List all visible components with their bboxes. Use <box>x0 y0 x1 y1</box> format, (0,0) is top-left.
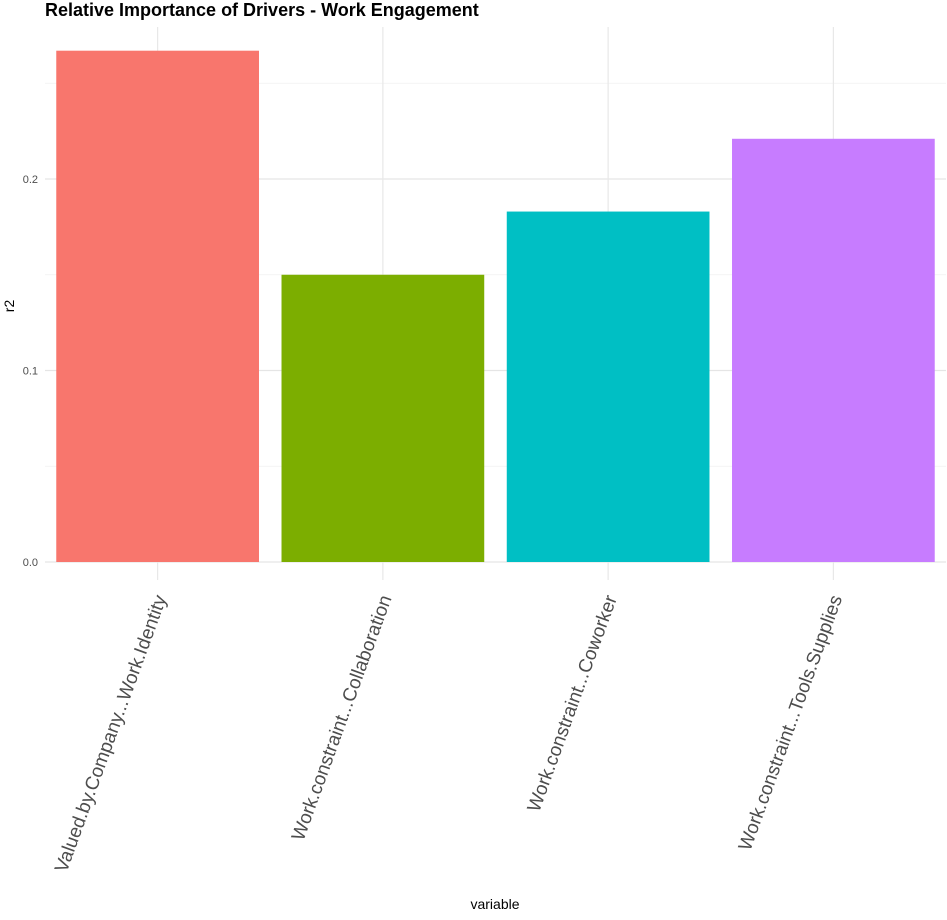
bar-2 <box>281 274 485 562</box>
x-tick-label: Work.constraint...Coworker <box>524 592 622 815</box>
bar-3 <box>506 211 710 562</box>
y-tick-label: 0.0 <box>23 557 38 569</box>
x-axis-label: variable <box>470 896 519 912</box>
y-tick-labels: 0.0 0.1 0.2 <box>23 174 38 569</box>
x-tick-labels: Valued.by.Company...Work.Identity Work.co… <box>51 592 847 875</box>
bars <box>56 50 935 562</box>
bar-4 <box>732 138 935 562</box>
y-tick-label: 0.2 <box>23 174 38 186</box>
bar-1 <box>56 50 259 562</box>
x-tick-label: Work.constraint...Collaboration <box>288 593 396 844</box>
y-axis-label: r2 <box>1 300 17 313</box>
y-tick-label: 0.1 <box>23 366 38 378</box>
x-tick-label: Work.constraint...Tools.Supplies <box>735 593 847 854</box>
x-tick-label: Valued.by.Company...Work.Identity <box>51 592 171 875</box>
chart-title: Relative Importance of Drivers - Work En… <box>45 0 479 20</box>
